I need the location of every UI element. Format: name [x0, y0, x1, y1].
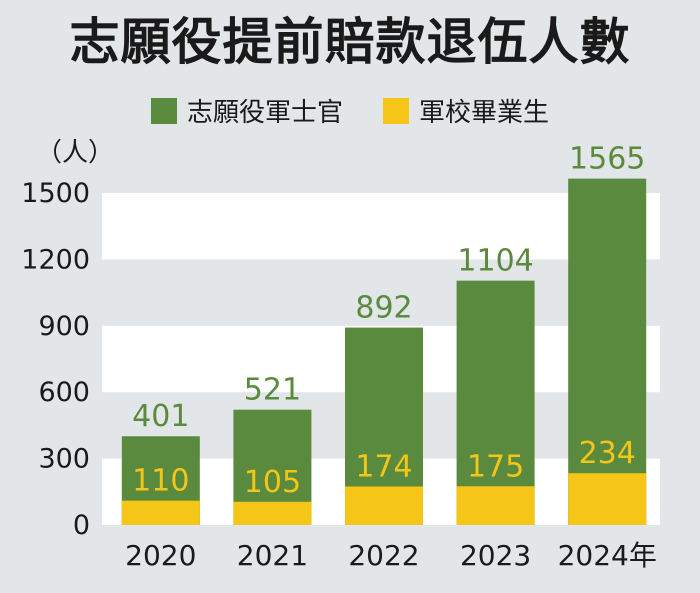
value-label-green: 521	[244, 373, 301, 408]
value-label-yellow: 105	[244, 465, 301, 500]
y-tick-label: 300	[38, 444, 90, 475]
x-tick-label: 2021	[237, 539, 308, 572]
y-tick-label: 1500	[21, 178, 90, 209]
bar-yellow	[345, 486, 423, 525]
legend-label-green: 志願役軍士官	[186, 98, 343, 128]
bar-yellow	[456, 486, 535, 525]
value-label-yellow: 175	[467, 449, 524, 484]
y-tick-label: 1200	[21, 244, 90, 275]
y-tick-label: 600	[38, 377, 90, 408]
legend-swatch-green	[150, 97, 177, 124]
value-label-green: 1104	[457, 244, 533, 279]
bar-yellow	[121, 500, 200, 525]
legend-item-yellow: 軍校畢業生	[383, 92, 549, 129]
value-label-yellow: 234	[579, 436, 636, 471]
x-tick-label: 2024年	[558, 539, 657, 572]
legend-item-green: 志願役軍士官	[150, 92, 343, 129]
grid-band	[102, 193, 660, 260]
y-unit-label: （人）	[36, 138, 115, 168]
bar-green	[568, 178, 647, 525]
legend-swatch-yellow	[383, 97, 409, 124]
chart-title: 志願役提前賠款退伍人數	[69, 13, 631, 71]
x-tick-label: 2020	[125, 539, 196, 572]
legend-label-yellow: 軍校畢業生	[419, 98, 550, 128]
value-label-green: 892	[355, 291, 412, 326]
legend: 志願役軍士官 軍校畢業生	[0, 92, 700, 129]
bar-green	[456, 280, 535, 525]
y-tick-label: 0	[73, 510, 90, 541]
x-tick-label: 2022	[348, 539, 419, 572]
y-tick-label: 900	[38, 311, 90, 342]
value-label-green: 1565	[569, 142, 645, 177]
bar-yellow	[233, 501, 312, 525]
bar-yellow	[568, 473, 647, 525]
value-label-green: 401	[132, 399, 189, 434]
value-label-yellow: 110	[132, 464, 189, 499]
x-tick-label: 2023	[460, 539, 531, 572]
value-label-yellow: 174	[355, 449, 412, 484]
